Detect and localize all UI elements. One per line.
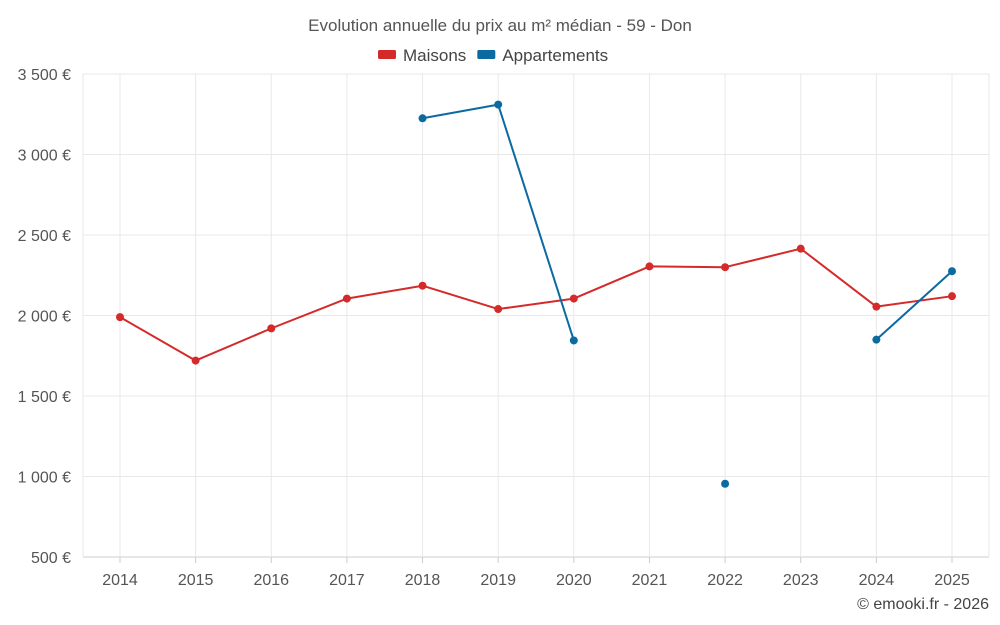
chart-title: Evolution annuelle du prix au m² médian …: [308, 16, 692, 35]
data-point[interactable]: [721, 479, 730, 488]
data-point[interactable]: [948, 267, 956, 276]
x-axis-ticks: 2014 2015 2016 2017 2018 2019 2020 2021 2022 2023…: [102, 557, 970, 589]
data-point[interactable]: [116, 313, 124, 322]
grid: [82, 73, 990, 558]
data-point[interactable]: [342, 294, 351, 303]
series-appartements: [418, 100, 956, 488]
y-tick-label: 3 000 €: [18, 148, 71, 165]
x-tick-label: 2015: [178, 572, 214, 589]
data-point[interactable]: [191, 356, 200, 365]
credit-text: © emooki.fr - 2026: [857, 596, 989, 613]
legend-swatch: [477, 50, 496, 59]
data-point[interactable]: [494, 100, 503, 109]
y-tick-label: 1 000 €: [18, 470, 71, 487]
x-tick-label: 2017: [329, 572, 365, 589]
legend-label: Appartements: [502, 46, 608, 65]
series-line: [875, 270, 953, 341]
data-point[interactable]: [267, 324, 276, 333]
x-tick-label: 2016: [253, 572, 289, 589]
series: [116, 100, 956, 488]
data-point[interactable]: [494, 305, 503, 314]
data-point[interactable]: [418, 114, 427, 123]
series-maisons: [116, 244, 956, 365]
data-point[interactable]: [569, 294, 578, 303]
data-point[interactable]: [418, 281, 427, 290]
data-point[interactable]: [872, 335, 881, 344]
y-axis-ticks: 500 € 1 000 € 1 500 € 2 000 € 2 500 € 3 000 €…: [18, 67, 71, 567]
x-tick-label: 2023: [783, 572, 819, 589]
data-point[interactable]: [872, 302, 881, 311]
x-tick-label: 2018: [405, 572, 441, 589]
data-point[interactable]: [645, 262, 654, 271]
legend: Maisons Appartements: [378, 46, 608, 65]
legend-label: Maisons: [403, 46, 466, 65]
x-tick-label: 2019: [480, 572, 516, 589]
y-tick-label: 2 500 €: [18, 228, 71, 245]
legend-swatch: [378, 50, 396, 59]
legend-item-appartements[interactable]: Appartements: [477, 46, 608, 65]
y-tick-label: 2 000 €: [18, 309, 71, 326]
x-tick-label: 2014: [102, 572, 138, 589]
x-tick-label: 2021: [632, 572, 668, 589]
x-tick-label: 2025: [934, 572, 970, 589]
y-tick-label: 500 €: [31, 550, 71, 567]
x-tick-label: 2024: [859, 572, 895, 589]
legend-item-maisons[interactable]: Maisons: [378, 46, 466, 65]
y-tick-label: 1 500 €: [18, 389, 71, 406]
data-point[interactable]: [721, 263, 730, 272]
x-tick-label: 2022: [707, 572, 743, 589]
series-line: [119, 247, 953, 362]
x-tick-label: 2020: [556, 572, 592, 589]
data-point[interactable]: [796, 244, 805, 253]
y-tick-label: 3 500 €: [18, 67, 71, 84]
data-point[interactable]: [948, 292, 956, 301]
data-point[interactable]: [569, 336, 578, 345]
